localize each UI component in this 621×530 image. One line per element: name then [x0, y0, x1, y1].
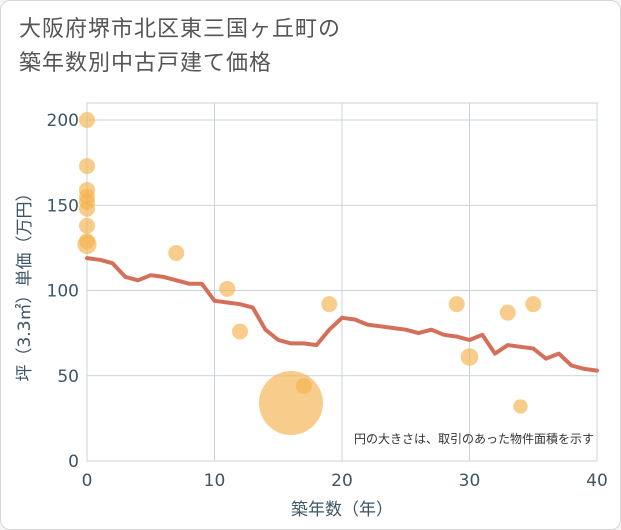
scatter-point	[79, 217, 95, 234]
scatter-point	[321, 296, 338, 313]
y-tick-label: 50	[57, 367, 79, 387]
scatter-point	[525, 296, 542, 313]
scatter-point	[499, 304, 516, 321]
y-tick-label: 0	[68, 452, 79, 472]
y-tick-label: 100	[47, 282, 79, 302]
chart-title: 大阪府堺市北区東三国ヶ丘町の 築年数別中古戸建て価格	[19, 13, 579, 81]
scatter-point	[460, 348, 479, 366]
size-note: 円の大きさは、取引のあった物件面積を示す	[354, 431, 594, 446]
scatter-point	[232, 323, 248, 340]
scatter-point	[448, 296, 465, 313]
chart-title-line2: 築年数別中古戸建て価格	[19, 51, 273, 76]
scatter-point	[259, 371, 323, 436]
x-tick-label: 30	[459, 471, 481, 491]
x-tick-label: 40	[586, 471, 608, 491]
scatter-point	[513, 399, 528, 414]
scatter-point	[79, 200, 95, 217]
scatter-point	[168, 245, 185, 262]
scatter-point	[77, 234, 97, 255]
scatter-point	[295, 377, 312, 394]
scatter-point	[79, 112, 95, 129]
y-axis-label: 坪（3.3㎡）単価（万円）	[15, 184, 35, 381]
x-axis-label: 築年数（年）	[291, 500, 393, 520]
chart-title-line1: 大阪府堺市北区東三国ヶ丘町の	[19, 17, 342, 42]
scatter-point	[219, 280, 236, 297]
y-tick-label: 200	[47, 111, 79, 131]
x-tick-label: 10	[204, 471, 226, 491]
y-tick-label: 150	[47, 196, 79, 216]
x-tick-label: 20	[331, 471, 353, 491]
x-tick-label: 0	[82, 471, 93, 491]
average-price-line	[85, 256, 599, 373]
scatter-point	[79, 158, 95, 175]
